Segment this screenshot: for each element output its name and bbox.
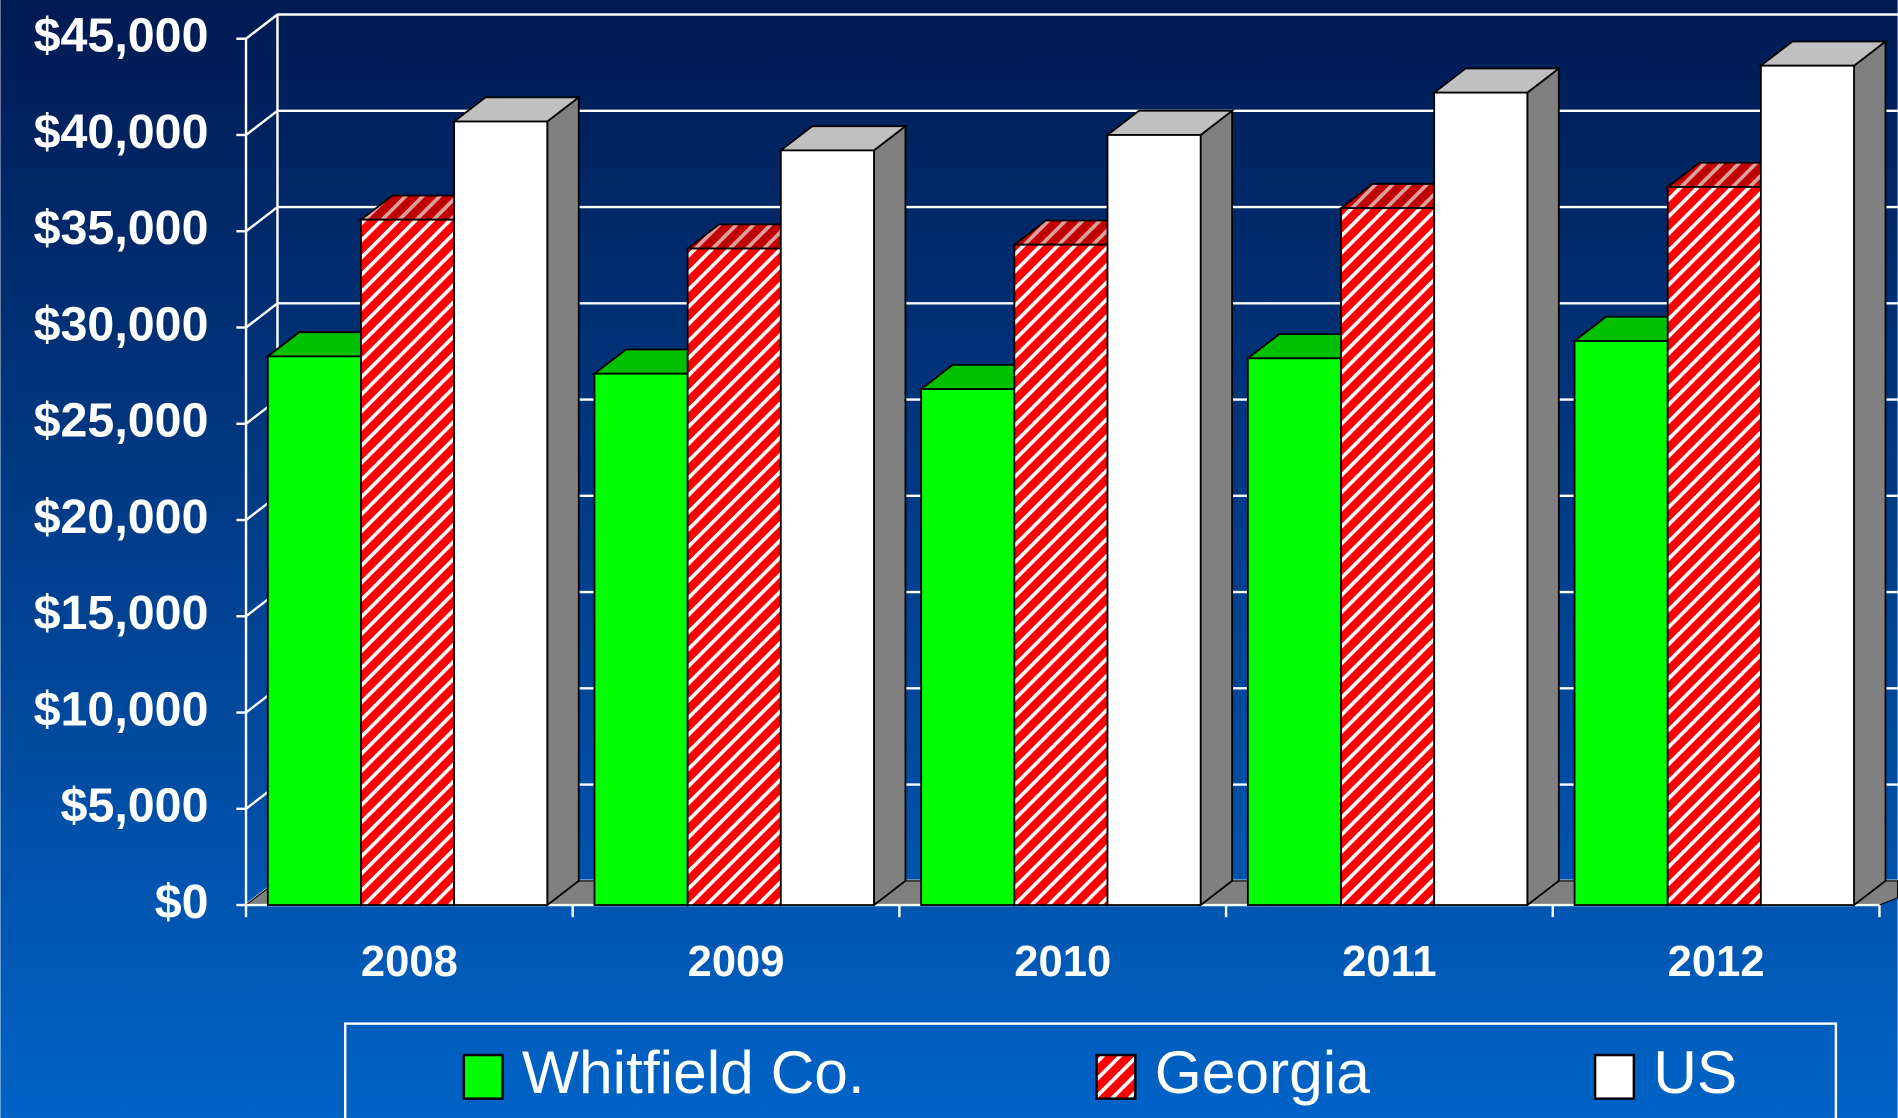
legend-swatch <box>1095 1053 1137 1100</box>
y-tick-label: $45,000 <box>34 8 209 62</box>
bar <box>1340 207 1436 906</box>
legend-label: Georgia <box>1155 1038 1371 1106</box>
y-tick-label: $30,000 <box>34 297 209 351</box>
y-tick-label: $0 <box>155 875 209 929</box>
grid-line <box>245 13 1898 40</box>
legend-label: US <box>1653 1038 1737 1106</box>
bar <box>920 388 1016 906</box>
legend-box <box>344 1022 1838 1118</box>
bar <box>1013 243 1109 906</box>
legend-swatch <box>1593 1053 1636 1100</box>
bar <box>1759 64 1855 906</box>
bar <box>686 247 782 906</box>
y-tick-label: $35,000 <box>34 201 209 255</box>
y-tick-label: $5,000 <box>61 779 209 833</box>
bar <box>453 120 549 906</box>
y-tick-label: $40,000 <box>34 105 209 159</box>
bar-side <box>1853 39 1887 907</box>
grid-line <box>245 109 1898 136</box>
bar <box>1433 91 1529 906</box>
y-tick-label: $20,000 <box>34 490 209 544</box>
bar <box>1666 186 1762 906</box>
y-tick-label: $15,000 <box>34 586 209 640</box>
bar <box>266 355 362 906</box>
x-tick-label: 2010 <box>1014 938 1111 986</box>
bar <box>593 372 689 906</box>
bar-side <box>1199 108 1234 907</box>
x-tick-label: 2009 <box>688 938 785 986</box>
x-tick-label: 2011 <box>1342 938 1436 986</box>
x-tick-label: 2008 <box>361 938 458 986</box>
y-tick-label: $25,000 <box>34 394 209 448</box>
bar-side <box>1526 66 1560 907</box>
bar <box>779 149 875 906</box>
bar-side <box>546 95 580 907</box>
legend-swatch <box>462 1053 504 1100</box>
bar <box>360 218 456 906</box>
bar <box>1246 357 1342 906</box>
x-tick-label: 2012 <box>1668 938 1765 986</box>
bar <box>1573 340 1669 906</box>
bar-side <box>873 124 907 907</box>
y-tick-label: $10,000 <box>34 682 209 736</box>
legend-label: Whitfield Co. <box>522 1038 865 1106</box>
bar <box>1106 134 1202 906</box>
